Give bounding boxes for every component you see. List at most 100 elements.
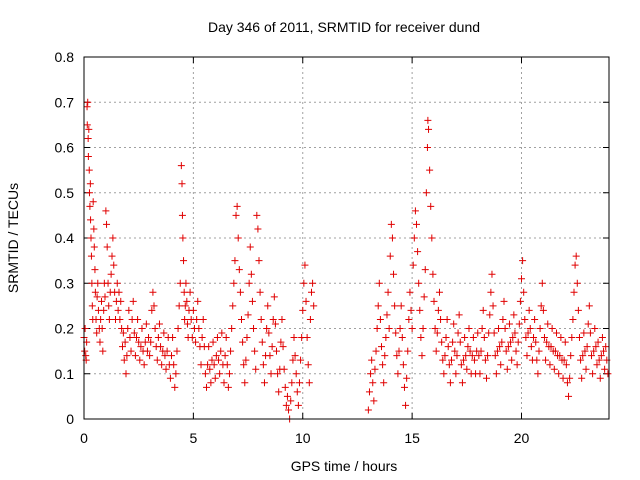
data-point — [197, 361, 205, 369]
data-point — [461, 334, 469, 342]
data-point — [170, 361, 178, 369]
data-point — [213, 334, 221, 342]
data-point — [384, 288, 392, 296]
data-point — [271, 320, 279, 328]
data-point — [148, 306, 156, 314]
data-point — [590, 347, 598, 355]
data-point — [88, 279, 96, 287]
data-point — [511, 329, 519, 337]
data-point — [201, 370, 209, 378]
data-point — [115, 288, 123, 296]
data-point — [574, 306, 582, 314]
data-point — [239, 338, 247, 346]
data-point — [594, 338, 602, 346]
data-point — [465, 325, 473, 332]
data-point — [469, 334, 477, 342]
data-point — [560, 356, 568, 364]
data-point — [448, 356, 455, 364]
data-point — [199, 315, 207, 323]
data-point — [231, 257, 239, 265]
data-point — [432, 347, 440, 355]
data-point — [138, 325, 146, 332]
data-point — [178, 180, 186, 188]
data-point — [430, 297, 438, 305]
data-point — [577, 356, 585, 364]
data-point — [188, 334, 196, 342]
data-point — [256, 288, 264, 296]
data-point — [177, 162, 185, 170]
data-point — [491, 352, 499, 360]
data-point — [252, 365, 260, 373]
data-point — [216, 370, 224, 378]
data-point — [89, 198, 97, 206]
data-point — [158, 361, 166, 369]
data-point — [522, 334, 530, 342]
data-point — [365, 388, 373, 396]
data-point — [233, 202, 241, 210]
data-point — [486, 311, 494, 319]
data-point — [91, 288, 99, 296]
data-point — [153, 356, 161, 364]
data-point — [280, 365, 288, 373]
data-point — [209, 338, 217, 346]
x-tick-label: 15 — [404, 430, 420, 446]
data-point — [369, 379, 377, 387]
x-tick-label: 5 — [189, 430, 197, 446]
data-point — [598, 334, 606, 342]
data-point — [258, 338, 266, 346]
data-point — [439, 356, 447, 364]
data-point — [453, 352, 461, 360]
data-point — [568, 334, 576, 342]
data-point — [426, 166, 434, 174]
data-point — [181, 315, 189, 323]
data-point — [499, 315, 507, 323]
data-point — [236, 288, 244, 296]
data-point — [454, 329, 462, 337]
data-point — [588, 352, 595, 360]
data-point — [392, 329, 400, 337]
data-point — [125, 306, 133, 314]
data-point — [131, 352, 139, 360]
data-point — [102, 207, 110, 215]
data-point — [431, 325, 439, 332]
data-point — [546, 361, 554, 369]
data-point — [142, 320, 150, 328]
data-point — [208, 356, 216, 364]
data-point — [263, 325, 271, 332]
data-point — [523, 352, 531, 360]
data-point — [371, 365, 379, 373]
data-point — [195, 325, 203, 332]
data-point — [203, 383, 210, 391]
data-point — [297, 356, 305, 364]
data-point — [488, 270, 496, 278]
data-point — [270, 293, 278, 301]
data-point — [593, 361, 601, 369]
data-point — [143, 347, 151, 355]
data-point — [563, 379, 571, 387]
data-point — [368, 356, 376, 364]
data-point — [495, 325, 503, 332]
data-point — [101, 293, 109, 301]
data-point — [114, 306, 122, 314]
data-point — [425, 125, 433, 133]
data-point — [583, 343, 591, 351]
data-point — [193, 315, 201, 323]
data-point — [527, 343, 535, 351]
data-point — [235, 266, 243, 274]
data-point — [477, 347, 485, 355]
data-point — [136, 356, 144, 364]
data-point — [572, 252, 580, 260]
data-point — [383, 311, 391, 319]
data-point — [206, 365, 214, 373]
data-point — [394, 370, 402, 378]
data-point — [589, 370, 597, 378]
data-point — [254, 225, 262, 233]
data-point — [373, 325, 381, 332]
data-point — [604, 370, 612, 378]
data-point — [566, 374, 574, 382]
data-point — [227, 347, 235, 355]
data-point — [288, 379, 296, 387]
data-point — [509, 334, 517, 342]
data-point — [273, 347, 280, 355]
data-point — [150, 302, 158, 310]
